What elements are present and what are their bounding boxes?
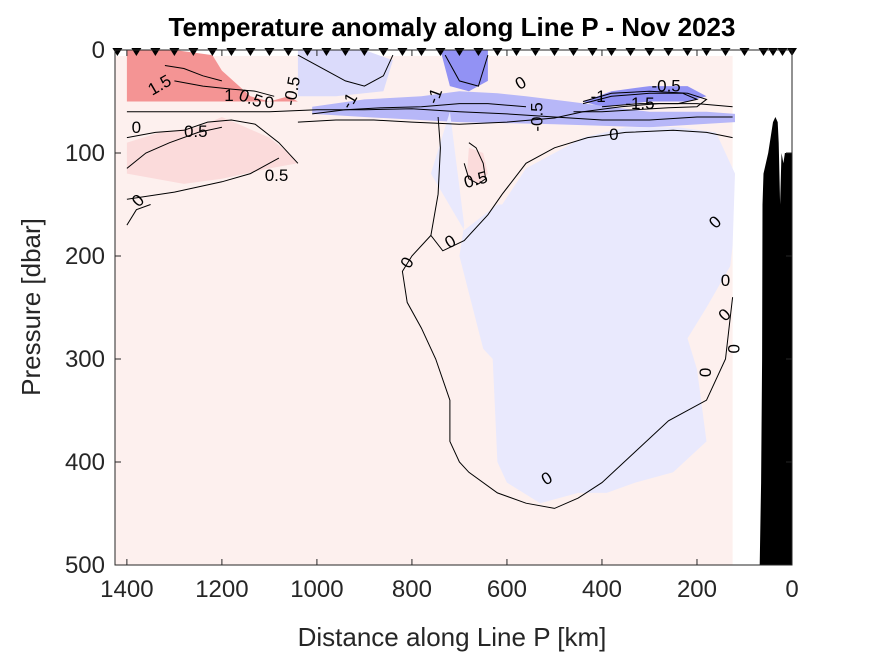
x-axis-label: Distance along Line P [km]	[298, 622, 607, 652]
y-tick-label: 0	[92, 37, 105, 64]
contour-line-6	[126, 157, 280, 200]
x-tick-label: 200	[677, 576, 717, 603]
anomaly-region-cold-band-mid	[312, 91, 735, 128]
contour-label: 0	[724, 344, 743, 353]
x-tick-label: 400	[582, 576, 622, 603]
y-tick-label: 500	[65, 552, 105, 579]
contour-lines	[126, 54, 734, 509]
contour-line-12	[312, 103, 527, 115]
contour-label: 1	[224, 86, 233, 105]
contour-label: 0	[721, 271, 730, 290]
anomaly-region-warm-surface-west	[126, 50, 298, 102]
contour-label: 0.5	[184, 122, 208, 141]
contour-line-1	[430, 116, 733, 252]
contour-line-15	[444, 54, 489, 87]
anomaly-region-cold-tongue-deep	[430, 111, 735, 504]
x-tick-label: 0	[785, 576, 798, 603]
y-tick-label: 300	[65, 346, 105, 373]
y-tick-label: 200	[65, 243, 105, 270]
contour-label: 0	[696, 368, 715, 377]
contour-label: 0	[265, 93, 274, 112]
x-tick-label: 600	[487, 576, 527, 603]
contour-label: 0	[132, 118, 141, 137]
contour-label: -1.5	[625, 94, 654, 113]
contour-line-5	[126, 119, 299, 164]
anomaly-region-cold-lens-east	[583, 86, 707, 107]
x-tick-label: 800	[392, 576, 432, 603]
y-tick-label: 400	[65, 449, 105, 476]
contour-label: 0	[609, 125, 618, 144]
x-axis: 1400 1200 1000 800 600 400 200 0	[100, 50, 799, 603]
anomaly-region-cold-core-700	[440, 50, 488, 92]
anomaly-region-cold-surface-mid	[297, 50, 393, 97]
contour-line-7	[463, 142, 487, 185]
contour-line-2	[126, 126, 223, 169]
y-axis-label: Pressure [dbar]	[16, 218, 46, 396]
contour-label: 0.5	[265, 166, 289, 185]
contour-line-3	[126, 204, 151, 226]
x-tick-label: 1400	[100, 576, 153, 603]
anomaly-region-warm-spot-650	[466, 147, 488, 184]
contour-label: -0.5	[280, 75, 304, 107]
y-tick-label: 100	[65, 140, 105, 167]
contour-line-14	[582, 92, 699, 108]
bathymetry	[732, 117, 792, 565]
x-tick-label: 1000	[290, 576, 343, 603]
contour-line-9	[164, 65, 223, 82]
seafloor	[732, 117, 792, 565]
axes-box	[114, 49, 793, 566]
chart-title: Temperature anomaly along Line P - Nov 2…	[169, 12, 736, 42]
anomaly-region-warm-subsurface-west	[126, 117, 298, 184]
contour-label: -0.5	[527, 102, 546, 131]
contour-line-8	[174, 80, 275, 97]
contour-line-0	[126, 108, 733, 121]
x-tick-label: 1200	[195, 576, 248, 603]
contour-label: -1	[591, 87, 606, 106]
anomaly-regions	[126, 50, 735, 504]
contour-line-13	[573, 90, 708, 113]
contour-label: -0.5	[651, 77, 680, 96]
contour-label: -1	[423, 86, 446, 107]
contour-line-4	[401, 235, 734, 509]
contour-line-11	[297, 54, 394, 87]
plot-area: 1.5 1 0.5 0 -0.5 -1 -10-0.5-0.5-1 -1.500 0.50.5 0…	[115, 50, 792, 565]
